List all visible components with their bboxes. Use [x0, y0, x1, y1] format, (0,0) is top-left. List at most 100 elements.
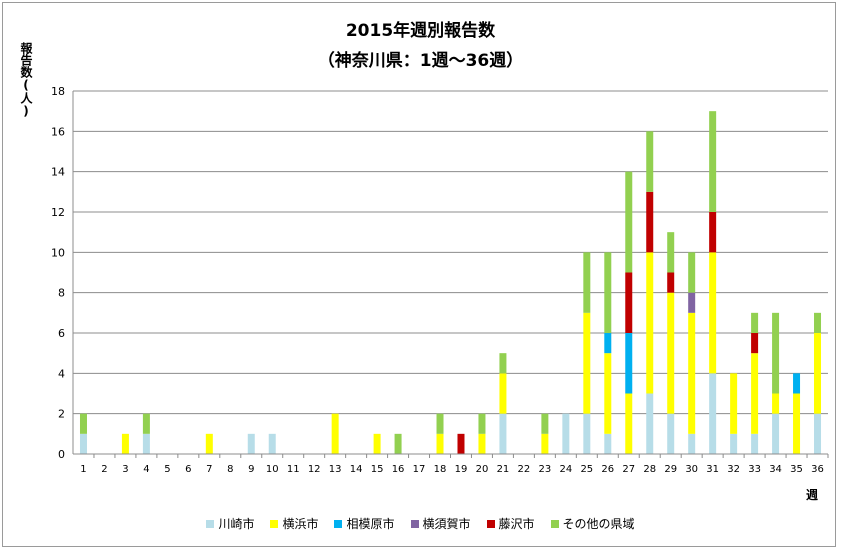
- x-tick-label: 16: [392, 464, 405, 475]
- bar-segment: [394, 433, 402, 454]
- x-tick-label: 31: [706, 464, 719, 475]
- bar-segment: [667, 232, 675, 273]
- bar-segment: [499, 413, 507, 454]
- bar-segment: [247, 433, 255, 454]
- x-tick-label: 2: [101, 464, 107, 475]
- legend-label: 横浜市: [282, 517, 319, 531]
- bar-segment: [268, 433, 276, 454]
- bar-segment: [79, 433, 87, 454]
- x-tick-label: 3: [122, 464, 128, 475]
- bar-segment: [709, 111, 717, 212]
- x-tick-label: 10: [266, 464, 279, 475]
- bar-segment: [730, 433, 738, 454]
- bar-segment: [583, 252, 591, 313]
- chart-frame: [2, 2, 836, 547]
- bar-segment: [730, 373, 738, 434]
- x-tick-label: 4: [143, 464, 149, 475]
- bar-segment: [457, 433, 465, 454]
- bar-segment: [709, 212, 717, 253]
- bar-segment: [751, 333, 759, 354]
- bar-segment: [688, 292, 696, 313]
- legend-swatch: [206, 519, 215, 528]
- bar-segment: [625, 171, 633, 273]
- bar-segment: [562, 413, 570, 454]
- y-axis-label: 報告数(人): [19, 42, 33, 118]
- bar-segment: [499, 373, 507, 414]
- y-tick-label: 2: [58, 408, 65, 421]
- legend-label: 藤沢市: [498, 517, 535, 531]
- x-tick-label: 17: [413, 464, 426, 475]
- bar-segment: [814, 333, 822, 414]
- x-tick-label: 22: [518, 464, 531, 475]
- x-tick-label: 15: [371, 464, 384, 475]
- bar-segment: [793, 393, 801, 454]
- y-tick-label: 16: [51, 125, 65, 138]
- bar-segment: [436, 413, 444, 434]
- x-tick-label: 11: [287, 464, 300, 475]
- y-tick-label: 18: [51, 85, 65, 98]
- x-tick-label: 33: [748, 464, 761, 475]
- x-tick-label: 8: [227, 464, 233, 475]
- x-tick-labels: 1 2 3 4 5 6 7 8 9 10 11 12 13 14 15 16 17 18 19 20 21 22 23 24 2…: [80, 454, 829, 475]
- legend-item: 相模原市: [334, 515, 395, 532]
- x-tick-label: 30: [685, 464, 698, 475]
- y-tick-labels: 0 2 4 6 8 10 12 14 16 18: [51, 85, 65, 461]
- legend-swatch: [486, 519, 495, 528]
- x-tick-label: 32: [727, 464, 740, 475]
- legend: 川崎市 横浜市 相模原市 横須賀市 藤沢市 その他の県域: [0, 515, 841, 532]
- x-tick-label: 27: [622, 464, 635, 475]
- legend-label: 相模原市: [346, 517, 395, 531]
- y-tick-label: 0: [58, 448, 65, 461]
- x-tick-label: 20: [476, 464, 489, 475]
- x-tick-label: 14: [350, 464, 363, 475]
- legend-label: その他の県域: [562, 517, 635, 531]
- x-tick-label: 28: [643, 464, 656, 475]
- bar-segment: [121, 433, 129, 454]
- bar-segment: [331, 413, 339, 454]
- bars: [79, 111, 822, 454]
- bar-segment: [604, 353, 612, 434]
- bar-segment: [625, 333, 633, 394]
- x-tick-label: 5: [164, 464, 170, 475]
- bar-segment: [205, 433, 213, 454]
- bar-segment: [646, 393, 654, 454]
- bar-segment: [688, 252, 696, 293]
- bar-segment: [667, 292, 675, 414]
- x-tick-label: 24: [559, 464, 572, 475]
- x-tick-label: 13: [329, 464, 342, 475]
- bar-segment: [646, 131, 654, 192]
- x-tick-label: 6: [185, 464, 191, 475]
- bar-segment: [142, 433, 150, 454]
- x-tick-label: 25: [580, 464, 593, 475]
- x-tick-label: 34: [769, 464, 782, 475]
- bar-segment: [373, 433, 381, 454]
- chart-subtitle: （神奈川県：1週～36週）: [317, 51, 524, 71]
- bar-segment: [604, 333, 612, 354]
- bar-segment: [142, 413, 150, 434]
- y-tick-label: 4: [58, 367, 65, 380]
- bar-segment: [688, 433, 696, 454]
- bar-segment: [646, 191, 654, 253]
- bar-segment: [646, 252, 654, 394]
- bar-segment: [478, 413, 486, 434]
- bar-segment: [667, 272, 675, 293]
- bar-segment: [604, 252, 612, 333]
- x-tick-label: 21: [497, 464, 510, 475]
- bar-segment: [751, 433, 759, 454]
- y-tick-label: 12: [51, 206, 65, 219]
- bar-segment: [709, 373, 717, 454]
- y-tick-label: 8: [58, 287, 65, 300]
- legend-item: 横浜市: [270, 515, 318, 532]
- gridlines: [73, 90, 828, 415]
- y-tick-label: 6: [58, 327, 65, 340]
- bar-segment: [436, 433, 444, 454]
- x-tick-label: 12: [308, 464, 321, 475]
- bar-segment: [751, 353, 759, 434]
- bar-segment: [772, 393, 780, 414]
- legend-swatch: [334, 519, 343, 528]
- bar-segment: [499, 353, 507, 374]
- bar-segment: [583, 312, 591, 414]
- legend-item: 横須賀市: [410, 515, 471, 532]
- x-tick-label: 36: [811, 464, 824, 475]
